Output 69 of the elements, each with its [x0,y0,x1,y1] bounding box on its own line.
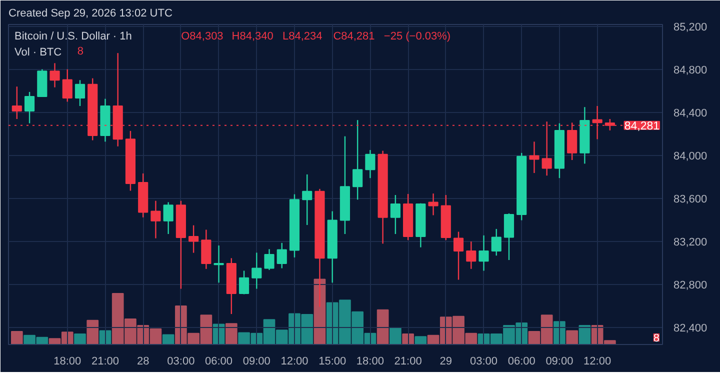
candlestick [390,194,400,235]
x-tick-label: 06:00 [205,356,233,368]
candlestick [453,231,464,280]
annotation: H84,340 [232,30,274,42]
annotation: O84,303 [181,30,224,42]
bar [376,309,389,344]
x-tick-label: 21:00 [91,356,119,368]
candlestick [276,242,287,269]
x-tick-label: 09:00 [242,356,270,368]
bar [74,334,86,344]
candlestick [478,234,489,272]
x-tick-label: 06:00 [508,356,536,368]
candlestick [238,270,250,295]
bar [566,330,578,344]
candlestick [504,212,514,261]
y-tick-label: 83,200 [674,236,708,248]
candlestick [150,200,161,239]
y-tick-label: 82,400 [674,322,708,334]
text: Created Sep 29, 2026 13:02 UTC [8,8,172,20]
x-tick-label: 18:00 [54,356,82,368]
x-tick-label: 15:00 [318,356,346,368]
text: Vol · BTC [14,46,62,58]
x-tick-label: 12:00 [584,356,612,368]
candlestick [24,91,35,124]
candlestick [529,141,540,174]
candlestick [163,202,174,235]
y-tick-label: 83,600 [674,193,708,206]
bar [414,336,427,344]
candlestick [188,224,199,254]
annotation: −25 (−0.03%) [384,30,451,42]
bar [10,330,23,344]
annotation: 8 [653,332,660,344]
bar [578,325,591,344]
candlestick [264,248,274,271]
candlestick [428,192,438,216]
candlestick [214,244,224,284]
ref-line-label: 84,281 [624,120,660,132]
x-tick-label: 12:00 [280,356,308,368]
candlestick [302,174,312,226]
annotation: C84,281 [333,30,375,42]
candlestick [201,229,212,270]
y-tick-label: 84,400 [674,108,708,120]
candlestick [50,62,60,88]
x-tick-label: 29 [440,356,452,368]
x-tick-label: 03:00 [167,356,195,368]
x-tick-label: 28 [136,356,150,368]
candlestick [12,86,22,120]
annotation: 8 [77,46,84,58]
y-tick-label: 84,800 [674,64,708,77]
bar [162,334,174,344]
y-tick-label: 82,800 [674,279,708,292]
bar [390,327,402,344]
candlestick [74,80,86,107]
candlestick [352,119,363,200]
text: Bitcoin / U.S. Dollar · 1h [14,30,132,42]
bar [225,323,238,344]
x-tick-label: 21:00 [394,356,422,368]
candlestick [466,240,476,270]
candlestick [491,228,502,256]
y-tick-label: 85,200 [674,22,708,34]
candlestick [252,252,262,290]
x-tick-label: 09:00 [546,356,574,368]
candlestick [365,149,376,179]
x-tick-label: 18:00 [356,356,384,368]
x-tick-label: 03:00 [470,356,498,368]
candlestick [62,68,72,102]
y-tick-label: 84,000 [674,150,708,163]
bar [86,320,99,344]
annotation: L84,234 [282,30,322,42]
